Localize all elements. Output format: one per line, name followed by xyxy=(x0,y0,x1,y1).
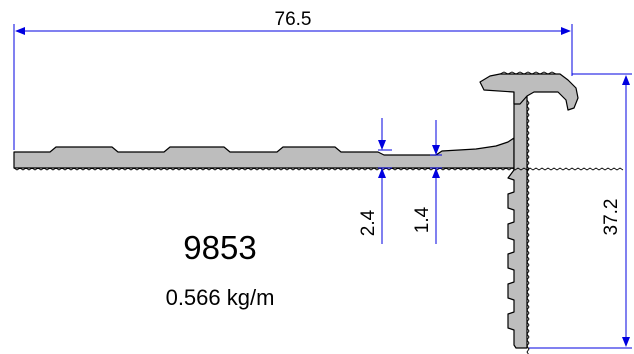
web-thickness-label: 1.4 xyxy=(412,206,433,233)
dimension-overall-height: 37.2 xyxy=(529,73,632,349)
part-number: 9853 xyxy=(183,229,257,266)
profile-weight: 0.566 kg/m xyxy=(165,285,275,310)
width-label: 76.5 xyxy=(275,9,312,30)
aluminium-profile xyxy=(13,73,579,349)
profile-web xyxy=(507,91,528,349)
serration-detail xyxy=(13,71,624,354)
dimension-flange-thickness: 2.4 xyxy=(358,118,392,244)
height-label: 37.2 xyxy=(601,199,622,236)
profile-nosing xyxy=(479,73,579,111)
dimension-web-thickness: 1.4 xyxy=(412,120,442,244)
flange-thickness-label: 2.4 xyxy=(358,209,379,236)
dimension-overall-width: 76.5 xyxy=(13,9,573,150)
profile-flange xyxy=(13,137,515,169)
